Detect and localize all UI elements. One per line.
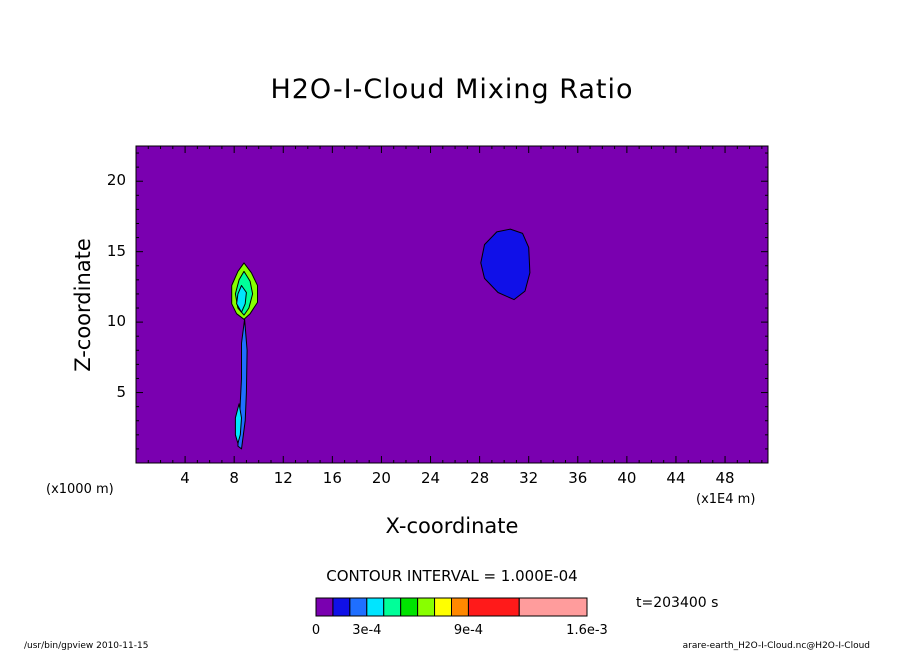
x-tick-label: 32 <box>519 469 539 487</box>
x-tick-label: 36 <box>568 469 588 487</box>
colorbar-swatch <box>451 597 469 617</box>
colorbar-swatch <box>518 597 588 617</box>
contour-region-0 <box>480 228 531 301</box>
footer-left-text: /usr/bin/gpview 2010-11-15 <box>24 641 149 651</box>
contour-region-3 <box>236 285 247 313</box>
colorbar-tick-label: 9e-4 <box>453 623 484 638</box>
y-tick-label: 20 <box>106 171 126 190</box>
x-tick-label: 20 <box>371 469 391 487</box>
x-tick-label: 48 <box>715 469 735 487</box>
y-unit-label: (x1E4 m) <box>696 492 756 507</box>
x-tick-label: 24 <box>420 469 441 487</box>
x-tick-label: 16 <box>322 469 342 487</box>
field-background <box>136 146 768 463</box>
y-tick-label: 15 <box>106 241 126 260</box>
colorbar-swatch <box>366 597 385 617</box>
contour-interval-label: CONTOUR INTERVAL = 1.000E-04 <box>326 567 578 585</box>
colorbar-swatch <box>434 597 452 617</box>
time-label: t=203400 s <box>636 595 719 611</box>
contour-region-5 <box>234 403 242 444</box>
colorbar-swatch <box>400 597 419 617</box>
colorbar-swatch <box>467 597 520 617</box>
colorbar-tick-label: 3e-4 <box>352 623 382 638</box>
x-tick-label: 40 <box>617 469 637 487</box>
x-tick-label: 4 <box>180 469 190 487</box>
y-tick-label: 5 <box>116 382 126 401</box>
colorbar-swatch <box>315 597 334 617</box>
colorbar-tick-label: 1.6e-3 <box>566 623 608 638</box>
x-tick-label: 28 <box>470 469 490 487</box>
x-tick-label: 8 <box>229 469 239 487</box>
y-axis-label: Z-coordinate <box>71 238 95 372</box>
x-tick-label: 12 <box>273 469 293 487</box>
x-axis-label: X-coordinate <box>385 514 519 538</box>
x-unit-label: (x1000 m) <box>46 482 114 497</box>
colorbar-swatch <box>383 597 402 617</box>
chart-title: H2O-I-Cloud Mixing Ratio <box>270 74 634 105</box>
colorbar-tick-label: 0 <box>311 623 321 638</box>
footer-right-text: arare-earth_H2O-I-Cloud.nc@H2O-I-Cloud <box>682 641 870 651</box>
plot-frame <box>135 145 769 464</box>
y-tick-label: 10 <box>106 312 126 331</box>
colorbar-swatch <box>332 597 351 617</box>
colorbar-swatch <box>349 597 368 617</box>
x-tick-label: 44 <box>666 469 686 487</box>
colorbar-swatch <box>417 597 436 617</box>
